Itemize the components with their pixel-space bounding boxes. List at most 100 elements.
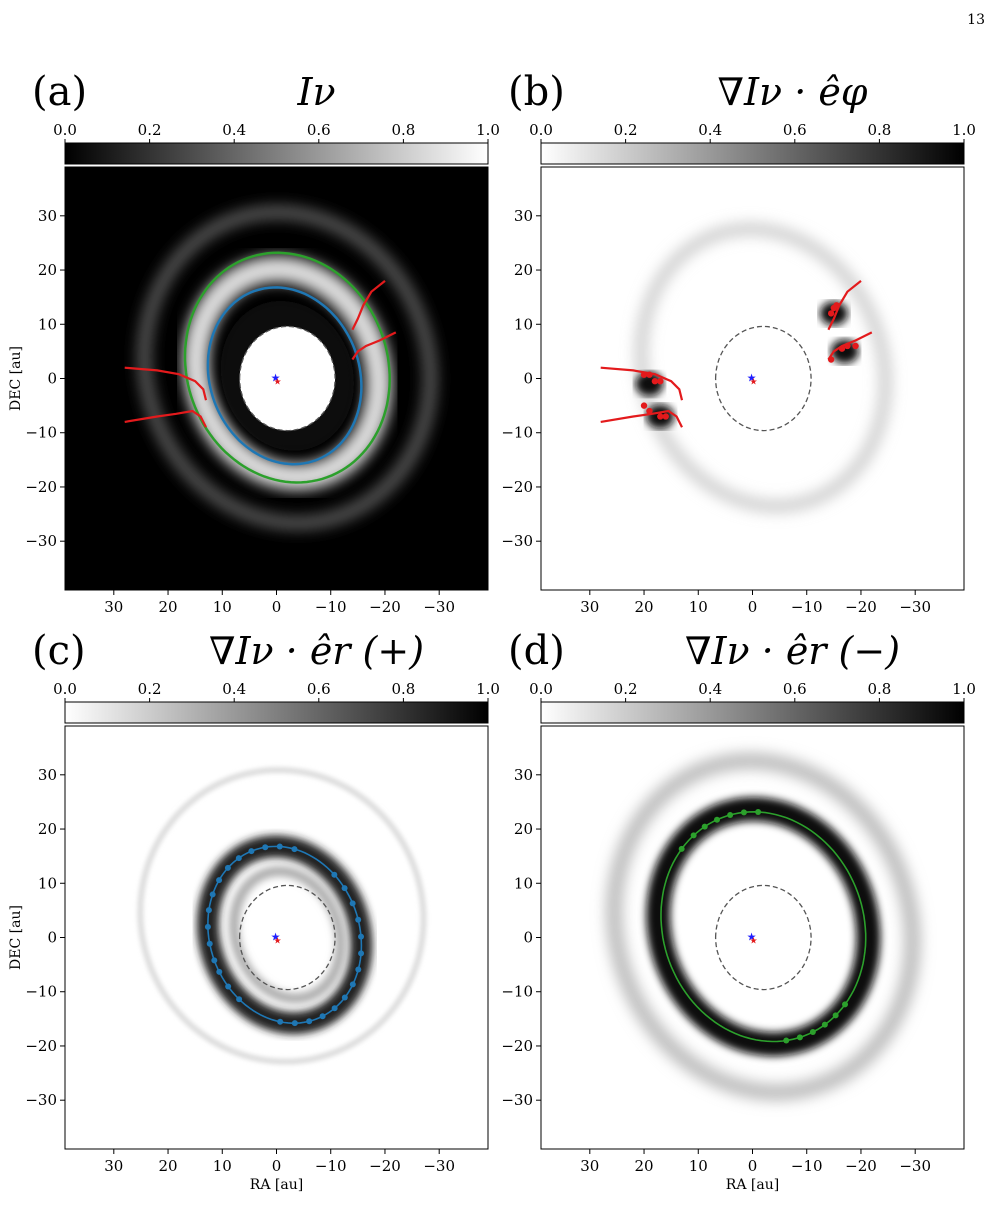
colorbar-tick-label: 0.8 bbox=[391, 680, 415, 698]
blue-ring-fit bbox=[207, 845, 363, 1025]
panel-title: ∇Iν · êr (+) bbox=[209, 629, 424, 673]
y-tick-label: 0 bbox=[47, 929, 57, 947]
red-spiral-arm bbox=[351, 331, 397, 361]
blue-ring-point bbox=[341, 994, 348, 1001]
blue-ring-point bbox=[205, 907, 212, 914]
blue-ring-point bbox=[306, 1018, 313, 1025]
x-tick-label: 10 bbox=[689, 598, 708, 616]
y-tick-label: 0 bbox=[47, 370, 57, 388]
red-spiral-point bbox=[640, 371, 648, 378]
x-tick-label: −30 bbox=[899, 598, 931, 616]
x-tick-label: −10 bbox=[315, 598, 347, 616]
red-spiral-arm bbox=[600, 409, 683, 428]
plot-area: ★★ bbox=[541, 167, 964, 590]
blue-ring-point bbox=[277, 1018, 284, 1025]
red-spiral-point bbox=[844, 342, 851, 350]
blue-ring-point bbox=[319, 1013, 326, 1020]
blue-ring-point bbox=[291, 846, 298, 853]
y-tick-label: −30 bbox=[501, 1091, 533, 1109]
red-spiral-arm bbox=[124, 409, 207, 428]
star-red-icon: ★ bbox=[273, 378, 281, 388]
blue-ring-point bbox=[204, 923, 211, 930]
colorbar-tick-label: 0.6 bbox=[307, 121, 331, 139]
green-ring-point bbox=[796, 1034, 803, 1041]
red-spiral-point bbox=[662, 413, 669, 420]
gradient-inner-ring bbox=[229, 866, 346, 1004]
y-tick-label: 10 bbox=[38, 874, 57, 892]
star-red-icon: ★ bbox=[749, 937, 757, 947]
inner-mask-outline bbox=[714, 884, 812, 991]
y-tick-label: 10 bbox=[38, 315, 57, 333]
colorbar-gradient bbox=[540, 701, 965, 724]
x-tick-label: 0 bbox=[272, 598, 282, 616]
red-spiral-point bbox=[838, 345, 846, 352]
plot-area: ★★ bbox=[65, 726, 488, 1149]
colorbar-tick-label: 0.0 bbox=[53, 121, 77, 139]
panel-title: ∇Iν · êr (−) bbox=[685, 629, 900, 673]
blue-ring-point bbox=[276, 843, 283, 850]
colorbar-tick-label: 0.6 bbox=[783, 121, 807, 139]
colorbar-tick-label: 1.0 bbox=[952, 121, 976, 139]
x-tick-label: −20 bbox=[369, 1157, 401, 1175]
y-tick-label: 10 bbox=[514, 874, 533, 892]
colorbar-tick-label: 0.2 bbox=[614, 680, 638, 698]
colorbar-tick-label: 0.2 bbox=[614, 121, 638, 139]
x-tick-label: 30 bbox=[104, 1157, 123, 1175]
colorbar-tick-label: 0.0 bbox=[53, 680, 77, 698]
x-tick-label: 20 bbox=[158, 1157, 177, 1175]
colorbar-tick-label: 0.8 bbox=[867, 121, 891, 139]
blue-ring-point bbox=[225, 983, 232, 990]
panel-label: (d) bbox=[508, 628, 565, 674]
blue-ring-point bbox=[211, 957, 218, 964]
y-tick-label: 30 bbox=[38, 766, 57, 784]
green-ring-point bbox=[783, 1037, 790, 1044]
colorbar-tick-label: 1.0 bbox=[476, 680, 500, 698]
panel-c: (c) ∇Iν · êr (+) 0.0 0.2 0.4 0.6 0.8 1.0 ★★ 30 30 2… bbox=[8, 628, 500, 1193]
y-tick-label: −30 bbox=[25, 532, 57, 550]
panel-label: (b) bbox=[508, 69, 565, 115]
colorbar-tick-label: 0.4 bbox=[222, 121, 246, 139]
panel-title: Iν bbox=[296, 70, 335, 114]
page-number: 13 bbox=[967, 12, 985, 28]
x-tick-label: −10 bbox=[791, 1157, 823, 1175]
blue-ring-point bbox=[349, 981, 356, 988]
plot-area: ★★ bbox=[65, 167, 488, 590]
x-tick-label: −20 bbox=[845, 1157, 877, 1175]
panel-label: (a) bbox=[32, 69, 87, 115]
y-tick-label: −10 bbox=[25, 983, 57, 1001]
x-tick-label: 20 bbox=[634, 1157, 653, 1175]
blue-ring-point bbox=[349, 900, 356, 907]
star-blue-icon: ★ bbox=[271, 931, 281, 944]
star-blue-icon: ★ bbox=[747, 372, 757, 385]
colorbar-tick-label: 0.4 bbox=[698, 680, 722, 698]
image-background bbox=[65, 726, 488, 1149]
red-spiral-point bbox=[640, 402, 648, 409]
inner-mask-outline bbox=[238, 325, 336, 432]
x-tick-label: −10 bbox=[315, 1157, 347, 1175]
y-tick-label: 10 bbox=[514, 315, 533, 333]
y-tick-label: −20 bbox=[501, 1037, 533, 1055]
y-tick-label: 20 bbox=[38, 261, 57, 279]
colorbar-gradient bbox=[540, 142, 965, 165]
blue-ring-point bbox=[331, 1005, 338, 1012]
colorbar-tick-label: 1.0 bbox=[952, 680, 976, 698]
panel-title: ∇Iν · êφ bbox=[718, 70, 868, 114]
colorbar-gradient bbox=[64, 142, 489, 165]
star-red-icon: ★ bbox=[749, 378, 757, 388]
x-tick-label: −30 bbox=[423, 598, 455, 616]
colorbar-tick-label: 0.0 bbox=[529, 680, 553, 698]
y-tick-label: 30 bbox=[514, 207, 533, 225]
red-spiral-point bbox=[657, 413, 664, 420]
y-tick-label: −20 bbox=[501, 478, 533, 496]
y-tick-label: 20 bbox=[514, 261, 533, 279]
gradient-phi-ring bbox=[635, 222, 892, 513]
image-background bbox=[541, 167, 964, 590]
x-tick-label: 20 bbox=[158, 598, 177, 616]
red-spiral-point bbox=[827, 310, 835, 317]
plot-area: ★★ bbox=[541, 726, 964, 1149]
gradient-blob bbox=[830, 339, 859, 364]
y-tick-label: −10 bbox=[501, 424, 533, 442]
colorbar-tick-label: 0.4 bbox=[222, 680, 246, 698]
y-tick-label: −30 bbox=[501, 532, 533, 550]
